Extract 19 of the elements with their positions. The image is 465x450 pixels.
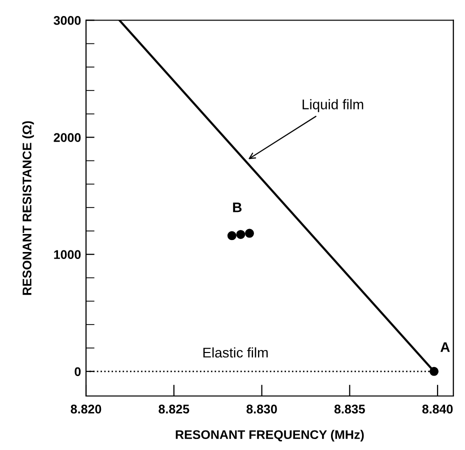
y-axis-title: RESONANT RESISTANCE (Ω) [22,121,34,295]
annotation: Elastic film [203,347,268,358]
y-tick-label: 1000 [54,250,81,260]
y-tick-label: 3000 [54,16,81,25]
x-tick-label: 8.835 [334,404,365,414]
x-tick-label: 8.840 [422,404,453,414]
annotation: Liquid film [302,99,364,112]
point [430,366,439,376]
point [227,231,236,240]
x-tick-label: 8.825 [158,404,190,414]
x-tick-label: 8.820 [70,404,102,414]
y-tick-label: 2000 [54,133,81,142]
y-tick-label: 0 [74,367,81,376]
annotation: A [440,342,450,352]
x-axis-title: RESONANT FREQUENCY (MHz) [176,430,364,442]
annotation: B [233,202,242,212]
point [236,230,246,239]
point [244,228,254,238]
x-tick-label: 8.830 [246,404,277,414]
